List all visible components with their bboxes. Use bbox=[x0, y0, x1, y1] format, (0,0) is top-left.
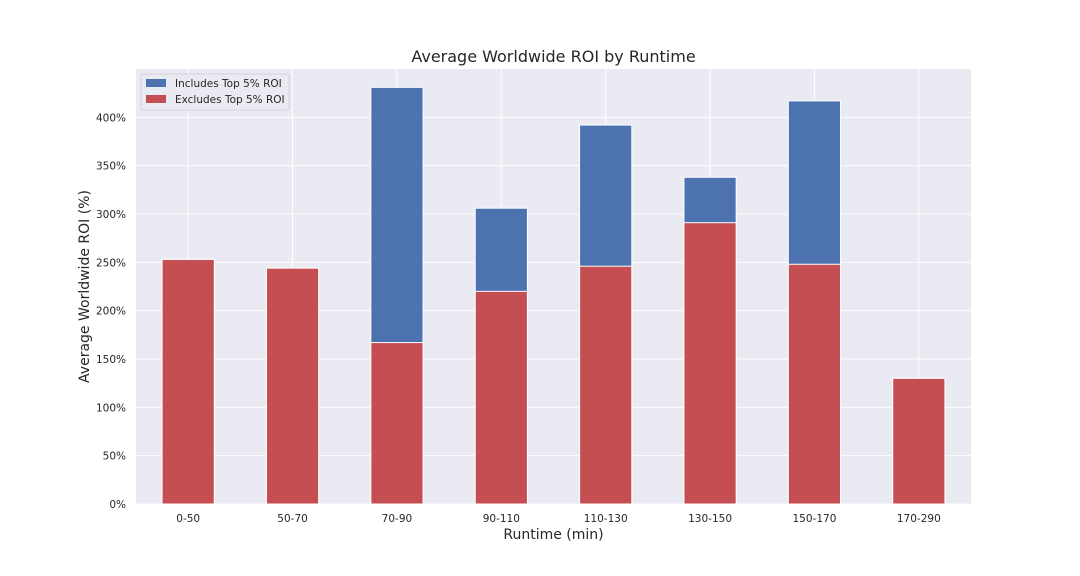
bar-excludes-top5-70-90 bbox=[370, 342, 424, 505]
bar-excludes-top5-150-170 bbox=[787, 263, 842, 505]
x-tick-label: 70-90 bbox=[382, 513, 413, 525]
y-axis-label: Average Worldwide ROI (%) bbox=[77, 190, 93, 383]
legend-swatch-excludes bbox=[146, 95, 166, 103]
bar-excludes-top5-110-130 bbox=[579, 265, 633, 505]
plot-background bbox=[136, 69, 971, 504]
legend: Includes Top 5% ROI Excludes Top 5% ROI bbox=[140, 73, 290, 111]
bar-excludes-top5-90-110 bbox=[474, 290, 528, 505]
y-tick-label: 200% bbox=[96, 306, 126, 318]
x-tick-label: 50-70 bbox=[277, 513, 308, 525]
bar-excludes-top5-50-70 bbox=[265, 267, 320, 505]
y-tick-label: 350% bbox=[96, 161, 126, 173]
chart-title: Average Worldwide ROI by Runtime bbox=[411, 47, 695, 66]
y-tick-label: 250% bbox=[96, 257, 126, 269]
x-tick-label: 90-110 bbox=[483, 513, 520, 525]
bar-excludes-top5-130-150 bbox=[683, 222, 737, 505]
y-tick-label: 50% bbox=[103, 451, 126, 463]
legend-swatch-includes bbox=[146, 79, 166, 87]
legend-label-includes: Includes Top 5% ROI bbox=[175, 78, 282, 90]
x-tick-label: 150-170 bbox=[793, 513, 837, 525]
bars bbox=[161, 86, 946, 505]
x-tick-labels: 0-50 50-70 70-90 90-110 110-130 130-150 150-17… bbox=[176, 513, 940, 525]
y-tick-label: 400% bbox=[96, 112, 126, 124]
x-axis-label: Runtime (min) bbox=[503, 527, 603, 543]
y-tick-label: 100% bbox=[96, 402, 126, 414]
y-tick-label: 150% bbox=[96, 354, 126, 366]
x-tick-label: 110-130 bbox=[584, 513, 628, 525]
bar-excludes-top5-170-290 bbox=[892, 377, 946, 505]
legend-box bbox=[140, 73, 290, 111]
x-tick-label: 130-150 bbox=[688, 513, 732, 525]
bar-excludes-top5-0-50 bbox=[161, 258, 215, 505]
x-tick-label: 0-50 bbox=[176, 513, 200, 525]
y-tick-label: 0% bbox=[109, 499, 126, 511]
x-tick-label: 170-290 bbox=[897, 513, 941, 525]
y-tick-labels: 0% 50% 100% 150% 200% 250% 300% 350% 400% bbox=[96, 112, 126, 511]
y-tick-label: 300% bbox=[96, 209, 126, 221]
legend-label-excludes: Excludes Top 5% ROI bbox=[175, 94, 285, 106]
